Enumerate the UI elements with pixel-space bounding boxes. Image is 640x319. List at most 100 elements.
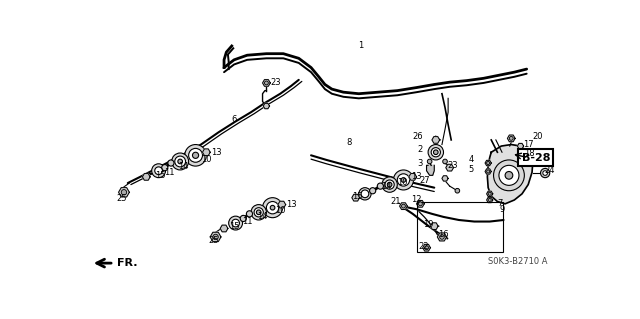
Text: 13: 13 — [412, 172, 422, 182]
Bar — [417, 202, 503, 252]
Text: 21: 21 — [390, 197, 401, 206]
Polygon shape — [486, 197, 493, 203]
Text: 27: 27 — [420, 176, 430, 185]
Polygon shape — [446, 164, 454, 171]
Circle shape — [486, 170, 490, 173]
Text: 11: 11 — [242, 217, 252, 226]
Text: 10: 10 — [397, 178, 407, 187]
Text: 10: 10 — [275, 206, 285, 215]
Polygon shape — [508, 135, 515, 142]
Text: 13: 13 — [211, 148, 221, 157]
Text: 24: 24 — [545, 166, 555, 175]
Polygon shape — [262, 80, 270, 86]
Polygon shape — [202, 149, 210, 156]
Circle shape — [493, 160, 524, 191]
Text: 15: 15 — [352, 192, 362, 201]
Text: 17: 17 — [523, 140, 534, 149]
Circle shape — [254, 208, 263, 217]
Text: 9: 9 — [499, 205, 505, 214]
Circle shape — [382, 177, 397, 192]
Circle shape — [257, 210, 261, 215]
Text: 13: 13 — [285, 200, 296, 209]
Text: 26: 26 — [412, 132, 422, 141]
Polygon shape — [437, 233, 447, 241]
Circle shape — [264, 81, 268, 85]
Circle shape — [270, 205, 275, 210]
Text: 6: 6 — [232, 115, 237, 124]
Polygon shape — [427, 165, 435, 175]
Polygon shape — [352, 194, 360, 201]
Circle shape — [401, 204, 405, 208]
Text: 16: 16 — [438, 230, 449, 239]
Circle shape — [509, 137, 513, 140]
Polygon shape — [485, 169, 492, 174]
Circle shape — [440, 235, 444, 239]
Circle shape — [541, 168, 550, 178]
Text: 1: 1 — [358, 41, 363, 50]
Circle shape — [155, 167, 163, 174]
Circle shape — [251, 204, 266, 220]
Text: 11: 11 — [164, 168, 175, 177]
Circle shape — [443, 159, 447, 164]
Circle shape — [359, 188, 371, 200]
Polygon shape — [399, 203, 407, 210]
Circle shape — [266, 202, 279, 214]
Circle shape — [419, 202, 422, 206]
Text: 23: 23 — [447, 161, 458, 170]
Circle shape — [401, 178, 406, 182]
Circle shape — [394, 170, 413, 190]
Polygon shape — [220, 225, 228, 232]
Text: 4: 4 — [468, 155, 474, 164]
Circle shape — [178, 159, 182, 164]
Circle shape — [175, 156, 186, 167]
Circle shape — [369, 188, 376, 194]
Text: 25: 25 — [209, 236, 220, 245]
Text: 14: 14 — [381, 182, 392, 191]
Polygon shape — [263, 103, 269, 109]
Circle shape — [121, 189, 127, 195]
Text: 25: 25 — [116, 194, 127, 203]
Circle shape — [387, 182, 392, 187]
Circle shape — [428, 159, 432, 164]
Text: 2: 2 — [418, 145, 423, 154]
Circle shape — [240, 215, 246, 221]
Circle shape — [424, 246, 429, 250]
Text: 22: 22 — [418, 242, 429, 251]
Circle shape — [172, 153, 189, 170]
Text: 23: 23 — [270, 78, 281, 87]
Circle shape — [185, 145, 206, 166]
Polygon shape — [210, 232, 221, 241]
Polygon shape — [431, 223, 438, 229]
Polygon shape — [486, 191, 493, 197]
Text: 20: 20 — [532, 132, 543, 141]
Circle shape — [228, 216, 243, 230]
Circle shape — [397, 174, 410, 186]
Text: 12: 12 — [412, 196, 422, 204]
Circle shape — [189, 148, 202, 162]
Circle shape — [378, 183, 383, 189]
Polygon shape — [409, 174, 417, 180]
Text: 19: 19 — [423, 220, 433, 229]
Circle shape — [488, 192, 492, 195]
Polygon shape — [442, 176, 448, 181]
Text: 18: 18 — [524, 149, 535, 158]
Polygon shape — [485, 160, 492, 166]
Polygon shape — [488, 145, 533, 204]
Circle shape — [262, 198, 283, 218]
Circle shape — [488, 198, 492, 202]
Circle shape — [486, 161, 490, 165]
Text: B-28: B-28 — [522, 152, 550, 163]
Circle shape — [505, 172, 513, 179]
Polygon shape — [432, 137, 440, 143]
Text: 14: 14 — [257, 212, 268, 221]
Polygon shape — [118, 188, 129, 197]
Text: 8: 8 — [347, 138, 352, 147]
Circle shape — [499, 165, 519, 185]
Text: 15: 15 — [229, 222, 239, 231]
Polygon shape — [417, 201, 424, 207]
Text: 7: 7 — [498, 199, 503, 208]
Circle shape — [213, 234, 218, 240]
Circle shape — [431, 148, 440, 157]
Text: 5: 5 — [468, 165, 474, 174]
Text: 14: 14 — [178, 162, 189, 171]
